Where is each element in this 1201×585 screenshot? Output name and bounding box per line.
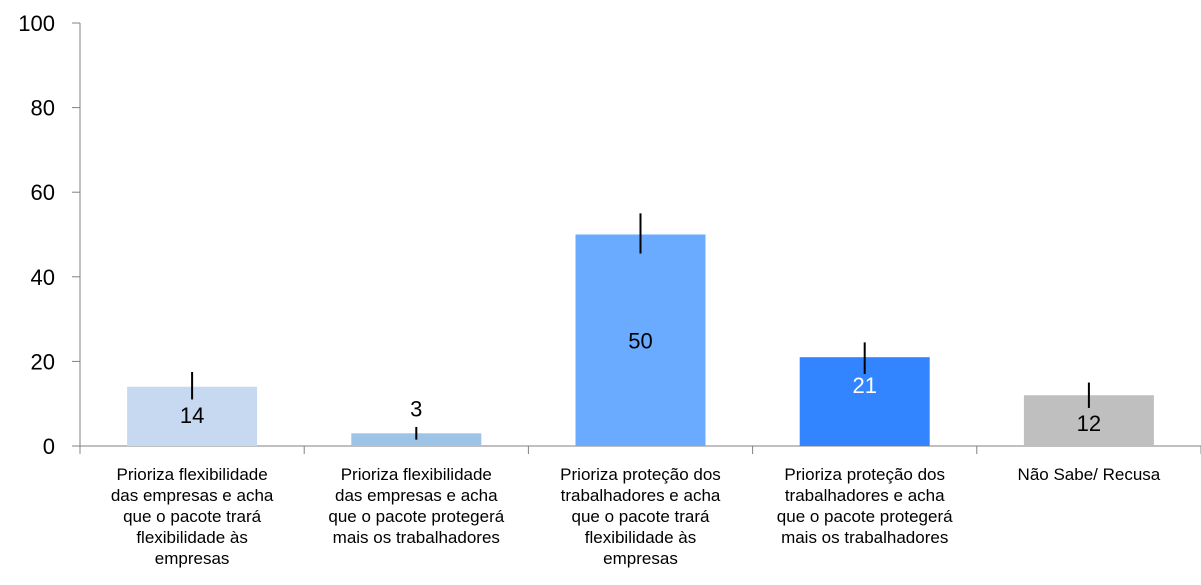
data-label: 3	[410, 396, 422, 421]
y-tick-label: 80	[31, 96, 55, 121]
category-label-line: Prioriza flexibilidade	[117, 465, 268, 484]
category-label: Prioriza flexibilidade das empresas e ach…	[328, 465, 504, 547]
category-label: Prioriza proteção dos trabalhadores e ach…	[560, 465, 721, 568]
category-label-line: trabalhadores e acha	[561, 486, 721, 505]
data-labels: 14 3 50 21 12	[180, 328, 1101, 436]
category-label: Não Sabe/ Recusa	[1018, 465, 1161, 484]
bar	[575, 234, 706, 446]
y-tick-label: 20	[31, 349, 55, 374]
category-label-line: empresas	[603, 549, 678, 568]
category-label-line: trabalhadores e acha	[785, 486, 945, 505]
category-label-line: das empresas e acha	[335, 486, 498, 505]
category-label: Prioriza proteção dos trabalhadores e ach…	[777, 465, 953, 547]
y-tick-label: 100	[18, 11, 55, 36]
category-label-line: mais os trabalhadores	[781, 528, 948, 547]
category-label-line: flexibilidade às	[136, 528, 248, 547]
category-label-line: que o pacote trará	[123, 507, 262, 526]
category-label-line: flexibilidade às	[585, 528, 697, 547]
category-label-line: empresas	[155, 549, 230, 568]
y-tick-label: 0	[43, 434, 55, 459]
category-label-line: que o pacote protegerá	[328, 507, 504, 526]
category-label-line: Prioriza flexibilidade	[341, 465, 492, 484]
category-labels: Prioriza flexibilidade das empresas e ach…	[111, 465, 1161, 568]
x-axis	[79, 445, 1201, 454]
category-label-line: Prioriza proteção dos	[784, 465, 945, 484]
data-label: 14	[180, 403, 204, 428]
y-tick-label: 40	[31, 265, 55, 290]
category-label-line: Prioriza proteção dos	[560, 465, 721, 484]
error-bars	[191, 213, 1090, 440]
data-label: 50	[628, 328, 652, 353]
category-label: Prioriza flexibilidade das empresas e ach…	[111, 465, 274, 568]
y-axis: 0 20 40 60 80 100	[18, 11, 81, 459]
category-label-line: Não Sabe/ Recusa	[1018, 465, 1161, 484]
data-label: 12	[1077, 411, 1101, 436]
category-label-line: mais os trabalhadores	[333, 528, 500, 547]
data-label: 21	[852, 373, 876, 398]
category-label-line: que o pacote trará	[572, 507, 711, 526]
y-tick-label: 60	[31, 180, 55, 205]
category-label-line: das empresas e acha	[111, 486, 274, 505]
category-label-line: que o pacote protegerá	[777, 507, 953, 526]
